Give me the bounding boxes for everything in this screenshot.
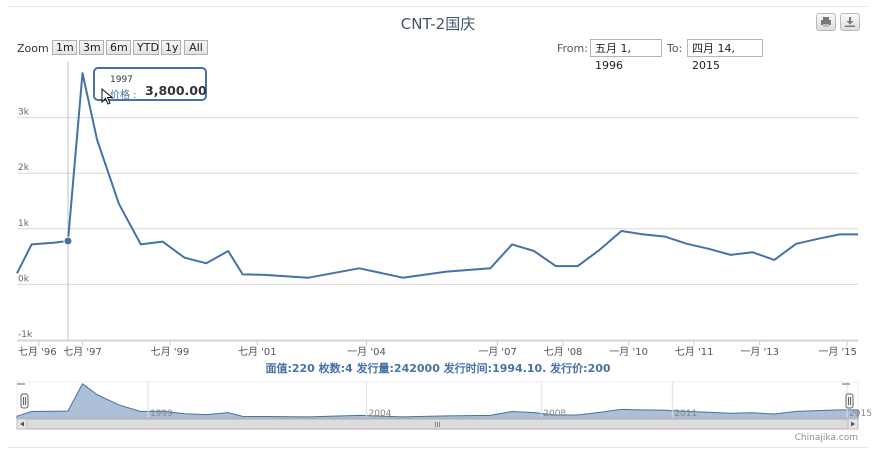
x-tick-label: 七月 '99 — [151, 346, 190, 358]
mouse-cursor-icon — [101, 88, 114, 105]
zoom-3m-button[interactable]: 3m — [79, 40, 104, 55]
tooltip: 1997 价格 : 3,800.00 — [93, 67, 207, 101]
tooltip-series-label: 价格 : — [110, 90, 137, 101]
hover-point — [63, 236, 73, 246]
y-tick-label: 3k — [18, 108, 30, 118]
zoom-1m-button[interactable]: 1m — [52, 40, 77, 55]
range-from-input[interactable]: 五月 1, 1996 — [590, 39, 662, 72]
x-tick-label: 七月 '97 — [63, 346, 102, 358]
navigator-year-label: 2015 — [849, 409, 872, 419]
download-button[interactable] — [840, 13, 860, 31]
x-tick-label: 七月 '08 — [544, 346, 583, 358]
x-tick-label: 七月 '01 — [238, 346, 277, 358]
navigator-year-label: 2004 — [369, 409, 392, 419]
range-to-input[interactable]: 四月 14, 2015 — [687, 39, 763, 72]
x-tick-label: 七月 '11 — [675, 346, 714, 358]
navigator-year-label: 2008 — [543, 409, 566, 419]
price-series-line — [16, 72, 858, 279]
chart-frame — [8, 6, 868, 448]
zoom-all-button[interactable]: All — [184, 40, 208, 55]
x-tick-label: 一月 '04 — [347, 346, 386, 358]
x-tick-label: 一月 '13 — [740, 346, 779, 358]
navigator-left-handle[interactable] — [20, 393, 29, 409]
chart-caption: 面值:220 枚数:4 发行量:242000 发行时间:1994.10. 发行价… — [265, 362, 611, 375]
navigator-year-label: 1999 — [150, 409, 173, 419]
navigator-right-handle[interactable] — [845, 393, 854, 409]
scrollbar-grip: III — [434, 421, 440, 429]
scroll-right-arrow-icon — [851, 421, 855, 427]
x-tick-label: 一月 '15 — [818, 346, 857, 358]
print-button[interactable] — [816, 13, 836, 31]
zoom-label: Zoom — [17, 42, 49, 55]
zoom-6m-button[interactable]: 6m — [106, 40, 131, 55]
x-tick-label: 一月 '07 — [478, 346, 517, 358]
print-icon — [821, 17, 831, 27]
tooltip-value: 3,800.00 — [145, 83, 207, 98]
y-tick-label: -1k — [18, 330, 33, 340]
zoom-1y-button[interactable]: 1y — [161, 40, 181, 55]
chart-title: CNT-2国庆 — [400, 15, 476, 33]
y-tick-label: 0k — [18, 274, 30, 284]
tooltip-date: 1997 — [110, 75, 133, 85]
navigator-year-label: 2011 — [674, 409, 697, 419]
navigator-series-area — [16, 383, 859, 419]
download-icon — [845, 17, 855, 27]
x-tick-label: 一月 '10 — [609, 346, 648, 358]
zoom-ytd-button[interactable]: YTD — [133, 40, 159, 55]
credit-label: Chinajika.com — [794, 433, 858, 443]
range-from-label: From: — [557, 42, 588, 55]
y-tick-label: 1k — [18, 219, 30, 229]
range-to-label: To: — [667, 42, 683, 55]
x-tick-label: 七月 '96 — [18, 346, 57, 358]
scroll-left-arrow-icon — [20, 421, 24, 427]
y-tick-label: 2k — [18, 163, 30, 173]
